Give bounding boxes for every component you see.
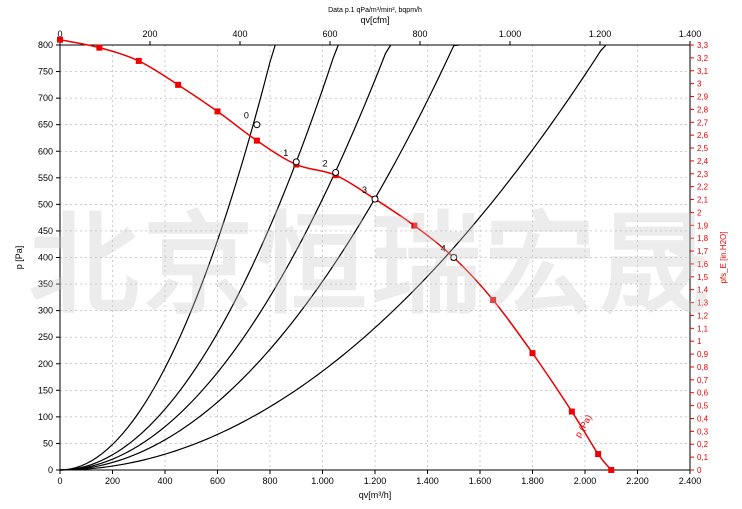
- svg-text:Data p.1 qPa/m³/min², bqpm/h: Data p.1 qPa/m³/min², bqpm/h: [328, 7, 422, 14]
- svg-text:400: 400: [38, 253, 53, 263]
- svg-text:0,2: 0,2: [697, 440, 709, 449]
- svg-text:1: 1: [697, 337, 702, 346]
- svg-text:pfs_E [in.H2O]: pfs_E [in.H2O]: [719, 231, 728, 283]
- svg-text:1,6: 1,6: [697, 260, 709, 269]
- svg-text:2,4: 2,4: [697, 157, 709, 166]
- svg-text:1.400: 1.400: [679, 29, 702, 39]
- svg-text:600: 600: [38, 146, 53, 156]
- svg-text:3: 3: [362, 185, 367, 195]
- svg-text:2.200: 2.200: [626, 476, 649, 486]
- svg-text:800: 800: [412, 29, 427, 39]
- svg-text:600: 600: [322, 29, 337, 39]
- svg-text:2,9: 2,9: [697, 93, 709, 102]
- svg-text:2,5: 2,5: [697, 144, 709, 153]
- svg-text:0,9: 0,9: [697, 350, 709, 359]
- svg-text:2: 2: [697, 208, 702, 217]
- chart-container: 02004006008001.0001.2001.4001.6001.8002.…: [0, 0, 742, 509]
- svg-text:1.400: 1.400: [416, 476, 439, 486]
- svg-text:0: 0: [697, 466, 702, 475]
- svg-text:1,1: 1,1: [697, 324, 709, 333]
- svg-text:1,9: 1,9: [697, 221, 709, 230]
- svg-text:700: 700: [38, 93, 53, 103]
- svg-text:500: 500: [38, 199, 53, 209]
- svg-text:3,3: 3,3: [697, 41, 709, 50]
- svg-text:1,8: 1,8: [697, 234, 709, 243]
- svg-text:0: 0: [57, 476, 62, 486]
- svg-text:100: 100: [38, 412, 53, 422]
- fan-curve-chart: 02004006008001.0001.2001.4001.6001.8002.…: [0, 0, 742, 509]
- svg-text:1,2: 1,2: [697, 311, 709, 320]
- svg-text:0,6: 0,6: [697, 389, 709, 398]
- svg-text:1,3: 1,3: [697, 299, 709, 308]
- svg-text:2.000: 2.000: [574, 476, 597, 486]
- svg-text:2,3: 2,3: [697, 170, 709, 179]
- svg-text:p [Pa]: p [Pa]: [14, 246, 24, 270]
- svg-text:1: 1: [283, 148, 288, 158]
- svg-text:2,6: 2,6: [697, 131, 709, 140]
- svg-text:400: 400: [232, 29, 247, 39]
- svg-text:1,4: 1,4: [697, 286, 709, 295]
- svg-text:250: 250: [38, 332, 53, 342]
- svg-text:650: 650: [38, 120, 53, 130]
- svg-text:0,7: 0,7: [697, 376, 709, 385]
- svg-text:350: 350: [38, 279, 53, 289]
- svg-text:qv[cfm]: qv[cfm]: [360, 15, 389, 25]
- svg-text:2,2: 2,2: [697, 183, 709, 192]
- svg-text:1.200: 1.200: [589, 29, 612, 39]
- svg-text:3,1: 3,1: [697, 67, 709, 76]
- svg-text:0: 0: [244, 111, 249, 121]
- svg-text:1.600: 1.600: [469, 476, 492, 486]
- svg-text:800: 800: [262, 476, 277, 486]
- svg-text:0,4: 0,4: [697, 414, 709, 423]
- svg-text:200: 200: [105, 476, 120, 486]
- svg-text:300: 300: [38, 306, 53, 316]
- svg-text:2: 2: [323, 159, 328, 169]
- svg-text:0,5: 0,5: [697, 402, 709, 411]
- svg-text:1.200: 1.200: [364, 476, 387, 486]
- svg-text:50: 50: [43, 438, 53, 448]
- svg-text:3,2: 3,2: [697, 54, 709, 63]
- svg-text:1.000: 1.000: [499, 29, 522, 39]
- svg-text:550: 550: [38, 173, 53, 183]
- svg-text:2,1: 2,1: [697, 196, 709, 205]
- svg-text:1.800: 1.800: [521, 476, 544, 486]
- svg-text:0,8: 0,8: [697, 363, 709, 372]
- svg-text:200: 200: [38, 359, 53, 369]
- svg-text:600: 600: [210, 476, 225, 486]
- svg-text:750: 750: [38, 67, 53, 77]
- svg-text:2,7: 2,7: [697, 118, 709, 127]
- svg-text:0,1: 0,1: [697, 453, 709, 462]
- svg-text:1.000: 1.000: [311, 476, 334, 486]
- svg-text:1,7: 1,7: [697, 247, 709, 256]
- svg-text:400: 400: [157, 476, 172, 486]
- svg-text:800: 800: [38, 40, 53, 50]
- svg-text:3: 3: [697, 80, 702, 89]
- svg-text:0: 0: [48, 465, 53, 475]
- svg-text:1,5: 1,5: [697, 273, 709, 282]
- svg-text:2,8: 2,8: [697, 105, 709, 114]
- svg-text:0,3: 0,3: [697, 427, 709, 436]
- svg-text:4: 4: [441, 244, 446, 254]
- svg-text:450: 450: [38, 226, 53, 236]
- svg-text:150: 150: [38, 385, 53, 395]
- svg-text:200: 200: [142, 29, 157, 39]
- svg-text:qv[m³/h]: qv[m³/h]: [359, 490, 392, 500]
- svg-text:2.400: 2.400: [679, 476, 702, 486]
